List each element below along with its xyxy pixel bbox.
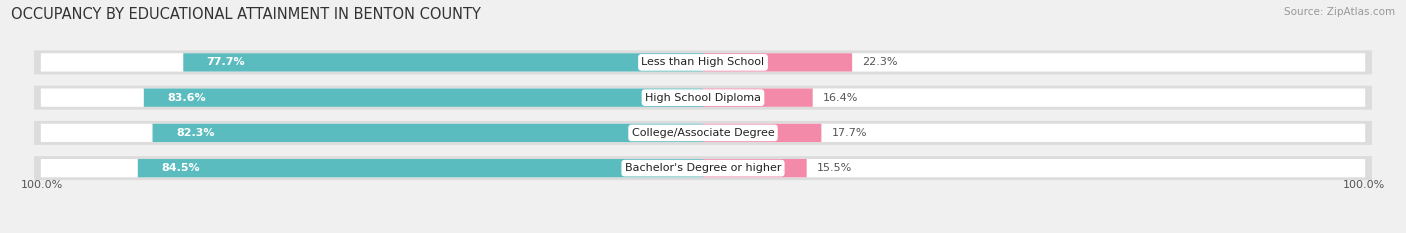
Text: Bachelor's Degree or higher: Bachelor's Degree or higher — [624, 163, 782, 173]
FancyBboxPatch shape — [703, 53, 852, 72]
FancyBboxPatch shape — [138, 159, 703, 177]
Text: 17.7%: 17.7% — [831, 128, 868, 138]
FancyBboxPatch shape — [152, 124, 703, 142]
Text: 83.6%: 83.6% — [167, 93, 205, 103]
Text: Source: ZipAtlas.com: Source: ZipAtlas.com — [1284, 7, 1395, 17]
FancyBboxPatch shape — [703, 124, 821, 142]
FancyBboxPatch shape — [143, 89, 703, 107]
FancyBboxPatch shape — [703, 159, 807, 177]
Text: 82.3%: 82.3% — [176, 128, 215, 138]
FancyBboxPatch shape — [34, 121, 1372, 145]
Text: 77.7%: 77.7% — [207, 57, 245, 67]
Text: Less than High School: Less than High School — [641, 57, 765, 67]
Text: High School Diploma: High School Diploma — [645, 93, 761, 103]
FancyBboxPatch shape — [41, 159, 1365, 177]
Text: 100.0%: 100.0% — [1343, 180, 1385, 190]
Text: 16.4%: 16.4% — [823, 93, 858, 103]
FancyBboxPatch shape — [34, 86, 1372, 110]
FancyBboxPatch shape — [183, 53, 703, 72]
FancyBboxPatch shape — [34, 50, 1372, 74]
FancyBboxPatch shape — [41, 124, 1365, 142]
FancyBboxPatch shape — [41, 89, 1365, 107]
Text: 100.0%: 100.0% — [21, 180, 63, 190]
FancyBboxPatch shape — [703, 89, 813, 107]
Text: OCCUPANCY BY EDUCATIONAL ATTAINMENT IN BENTON COUNTY: OCCUPANCY BY EDUCATIONAL ATTAINMENT IN B… — [11, 7, 481, 22]
Text: 15.5%: 15.5% — [817, 163, 852, 173]
FancyBboxPatch shape — [41, 53, 1365, 72]
Text: College/Associate Degree: College/Associate Degree — [631, 128, 775, 138]
FancyBboxPatch shape — [34, 156, 1372, 180]
Text: 84.5%: 84.5% — [162, 163, 200, 173]
Text: 22.3%: 22.3% — [862, 57, 897, 67]
